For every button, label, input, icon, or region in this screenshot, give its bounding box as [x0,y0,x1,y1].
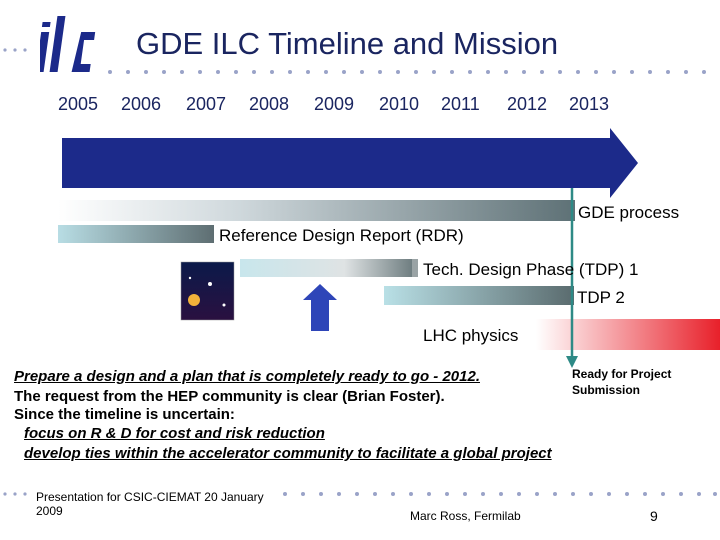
lhc-label: LHC physics [423,326,519,345]
year-label: 2010 [379,94,420,114]
slide-title: GDE ILC Timeline and Mission [136,26,559,61]
tdp2-bar [384,286,574,305]
milestone-arrowhead [566,356,578,368]
year-label: 2013 [569,94,610,114]
timeline-arrow [62,128,638,198]
text-line-5: develop ties within the accelerator comm… [24,445,552,462]
dotted-decoration-top [3,48,706,74]
up-arrow-icon [303,284,337,331]
tdp1-bar [240,259,414,277]
gde-process-bar [58,200,575,221]
tdp1-label: Tech. Design Phase (TDP) 1 [423,260,639,279]
dotted-decoration-bottom [3,492,717,496]
text-line-2: The request from the HEP community is cl… [14,388,445,405]
year-label: 2005 [58,94,99,114]
year-label: 2011 [441,94,480,114]
year-label: 2009 [314,94,355,114]
ilc-logo [40,16,96,72]
rdr-label: Reference Design Report (RDR) [219,226,464,245]
tdp2-label: TDP 2 [577,288,625,307]
year-label: 2007 [186,94,227,114]
footer-presentation: Presentation for CSIC-CIEMAT 20 January … [36,490,264,518]
page-number: 9 [650,508,658,524]
gde-process-label: GDE process [578,203,680,222]
year-label: 2012 [507,94,548,114]
rdr-bar [58,225,214,243]
text-line-4: focus on R & D for cost and risk reducti… [24,425,325,442]
rdr-cover-thumbnail [180,261,235,321]
footer-author: Marc Ross, Fermilab [410,509,521,523]
text-line-1: Prepare a design and a plan that is comp… [14,368,480,385]
year-label: 2008 [249,94,290,114]
lhc-bar [536,319,720,350]
milestone-label: Ready for Project Submission [572,367,672,397]
year-label: 2006 [121,94,162,114]
text-line-3: Since the timeline is uncertain: [14,406,235,423]
